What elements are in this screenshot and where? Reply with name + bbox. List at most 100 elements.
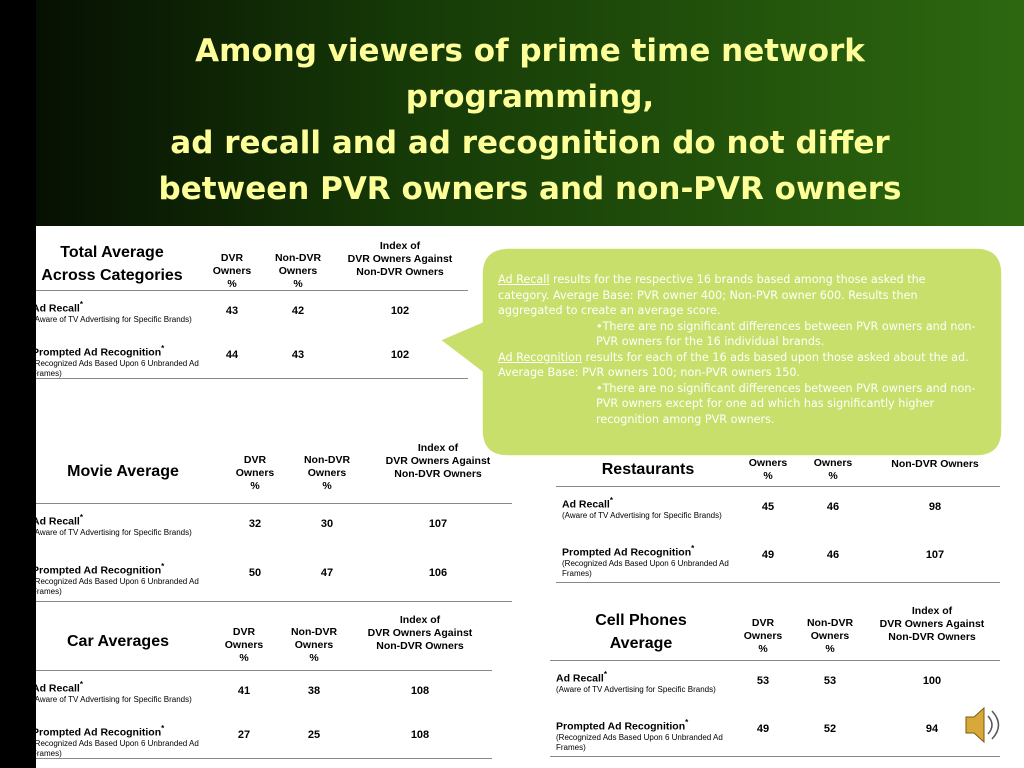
column-header-line: Index of <box>399 614 441 626</box>
column-header-line: Non-DVR Owners <box>356 266 444 278</box>
cell-value: 94 <box>925 723 939 735</box>
column-header-line: DVR <box>220 252 244 264</box>
footnote-mark: * <box>603 670 607 679</box>
cell-value: 108 <box>410 685 430 697</box>
column-header-line: % <box>763 470 773 482</box>
cell-value: 25 <box>307 729 321 741</box>
row-label: Prompted Ad Recognition* (Recognized Ads … <box>32 724 202 759</box>
footnote-mark: * <box>691 544 695 553</box>
data-table: Car Averages DVR Owners% Non-DVR Owners% Inde… <box>32 612 492 759</box>
row-label-text: Prompted Ad Recognition <box>32 346 162 359</box>
column-header-line: % <box>322 480 332 492</box>
row-label: Prompted Ad Recognition* (Recognized Ads … <box>562 544 732 579</box>
cell-value: 49 <box>756 723 770 735</box>
table-title-line: Cell Phones <box>595 611 687 629</box>
table-title-line: Car Averages <box>67 632 169 650</box>
footnote-mark: * <box>79 513 83 522</box>
column-header-line: Owners <box>235 467 275 479</box>
row-label-text: Prompted Ad Recognition <box>562 546 692 559</box>
rule <box>36 503 512 504</box>
column-header-line: Index of <box>417 442 459 454</box>
column-header-line: % <box>309 652 319 664</box>
column-header-line: % <box>758 643 768 655</box>
callout-bullet: •There are no significant differences be… <box>596 319 976 349</box>
rule <box>36 378 468 379</box>
left-strip <box>0 0 36 768</box>
rule <box>36 670 492 671</box>
row-note: (Recognized Ads Based Upon 6 Unbranded A… <box>556 732 723 752</box>
footnote-mark: * <box>609 496 613 505</box>
cell-value: 107 <box>925 549 945 561</box>
column-header-line: DVR Owners Against <box>367 627 473 639</box>
callout-link: Ad Recall <box>498 273 550 286</box>
column-header-line: % <box>250 480 260 492</box>
cell-value: 41 <box>237 685 251 697</box>
column-header-line: Non-DVR Owners <box>888 631 976 643</box>
row-label: Prompted Ad Recognition* (Recognized Ads … <box>32 562 202 597</box>
table-title-line: Total Average <box>60 244 164 261</box>
column-header-line: Owners <box>294 639 334 651</box>
cell-value: 102 <box>390 305 410 317</box>
column-header-line: Non-DVR Owners <box>394 468 482 480</box>
row-note: (Aware of TV Advertising for Specific Br… <box>556 684 716 694</box>
callout-bullet: •There are no significant differences be… <box>596 381 976 426</box>
callout-paragraph: Ad Recall results for the respective 16 … <box>498 272 980 319</box>
cell-value: 53 <box>756 675 770 687</box>
column-header-line: % <box>293 278 303 290</box>
callout-text: results for the respective 16 brands bas… <box>498 273 926 317</box>
cell-value: 44 <box>225 349 239 361</box>
row-label: Ad Recall* (Aware of TV Advertising for S… <box>32 513 202 538</box>
row-note: (Aware of TV Advertising for Specific Br… <box>32 314 192 324</box>
row-label: Ad Recall* (Aware of TV Advertising for S… <box>32 680 202 705</box>
table-title: Cell Phones Average <box>550 603 732 660</box>
cell-value: 46 <box>826 501 840 513</box>
cell-value: 45 <box>761 501 775 513</box>
cell-value: 42 <box>291 305 305 317</box>
column-header-line: DVR <box>751 617 775 629</box>
row-note: (Recognized Ads Based Upon 6 Unbranded A… <box>32 358 199 378</box>
row-label: Ad Recall* (Aware of TV Advertising for S… <box>32 300 202 325</box>
data-table: Movie Average DVR Owners% Non-DVR Owners% Ind… <box>32 440 512 602</box>
rule <box>36 290 468 291</box>
callout-text: Ad Recall results for the respective 16 … <box>498 272 980 427</box>
table-title-line: Across Categories <box>41 267 183 284</box>
rule <box>550 660 1000 661</box>
speaker-icon <box>965 706 1000 744</box>
footnote-mark: * <box>161 724 165 733</box>
footnote-mark: * <box>161 562 165 571</box>
column-header-line: DVR <box>232 626 256 638</box>
cell-value: 108 <box>410 729 430 741</box>
footnote-mark: * <box>79 300 83 309</box>
column-header-line: DVR Owners Against <box>879 618 985 630</box>
callout-bubble <box>438 247 1003 457</box>
title-line: programming, <box>405 79 655 115</box>
column-header-line: % <box>825 643 835 655</box>
column-header-line: Owners <box>212 265 252 277</box>
row-label-text: Ad Recall <box>32 515 80 528</box>
column-header-line: Non-DVR Owners <box>376 640 464 652</box>
data-table: Total Average Across Categories DVR Owners%… <box>32 238 468 379</box>
table-title: Total Average Across Categories <box>36 238 188 290</box>
column-header-line: Owners <box>307 467 347 479</box>
table-title: Car Averages <box>36 612 200 670</box>
callout-link: Ad Recognition <box>498 350 582 364</box>
footnote-mark: * <box>685 718 689 727</box>
cell-value: 107 <box>428 518 448 530</box>
row-label-text: Ad Recall <box>556 672 604 685</box>
title-line: ad recall and ad recognition do not diff… <box>170 125 890 161</box>
column-header-line: Non-DVR <box>274 252 322 264</box>
title-line: Among viewers of prime time network <box>195 33 865 69</box>
footnote-mark: * <box>161 344 165 353</box>
row-label-text: Prompted Ad Recognition <box>32 726 162 739</box>
footnote-mark: * <box>79 680 83 689</box>
